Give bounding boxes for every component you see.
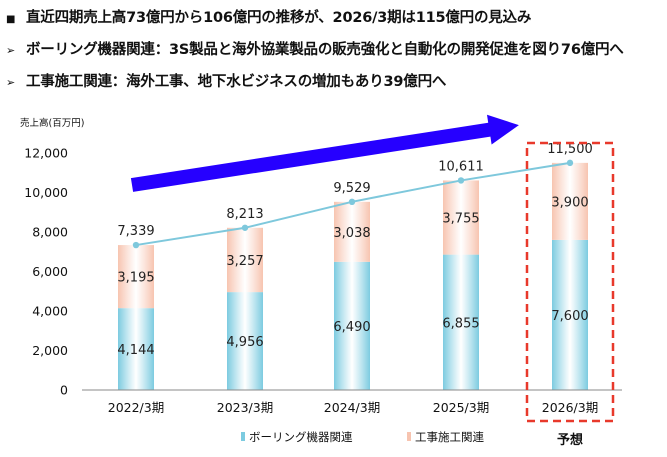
forecast-box xyxy=(525,141,615,423)
total-label: 9,529 xyxy=(333,181,370,196)
legend-label: ボーリング機器関連 xyxy=(249,430,353,444)
bullet-item: ➢ ボーリング機器関連：3S製品と海外協業製品の販売強化と自動化の開発促進を図り… xyxy=(6,38,624,59)
x-tick-label: 2022/3期 xyxy=(108,400,164,415)
bar-boring xyxy=(118,308,154,390)
data-label-boring: 6,490 xyxy=(333,320,370,335)
data-label-construction: 3,900 xyxy=(551,195,588,210)
total-point xyxy=(348,198,356,206)
total-label: 8,213 xyxy=(226,207,263,222)
x-axis: 2022/3期 2023/3期 2024/3期 2025/3期 2026/3期 xyxy=(82,389,622,415)
total-line: 7,339 8,213 9,529 10,611 11,500 xyxy=(117,142,593,249)
trend-arrow-icon xyxy=(130,114,519,192)
y-tick-label: 2,000 xyxy=(32,343,68,358)
legend-label: 工事施工関連 xyxy=(415,430,484,444)
data-label-boring: 7,600 xyxy=(551,309,588,324)
total-point xyxy=(566,159,574,167)
total-label: 7,339 xyxy=(117,224,154,239)
total-point xyxy=(132,241,140,249)
bar-construction xyxy=(334,201,370,262)
data-label-construction: 3,755 xyxy=(442,212,479,227)
bar-boring xyxy=(552,239,588,390)
bar-group: 4,144 3,195 4,956 3,257 6,490 3,038 6,855 3,755… xyxy=(117,162,589,390)
arrow-bullet-icon: ➢ xyxy=(6,44,16,57)
bar-construction xyxy=(227,227,263,293)
y-tick-label: 6,000 xyxy=(32,264,68,279)
data-label-boring: 4,144 xyxy=(117,343,154,358)
data-label-boring: 4,956 xyxy=(226,335,263,350)
bar-boring xyxy=(443,254,479,390)
y-tick-label: 4,000 xyxy=(32,304,68,319)
legend: ボーリング機器関連 工事施工関連 xyxy=(241,430,484,444)
y-tick-label: 0 xyxy=(60,383,68,398)
bullet-text: 工事施工関連：海外工事、地下水ビジネスの増加もあり39億円へ xyxy=(26,74,447,90)
forecast-label: 予想 xyxy=(557,432,583,448)
x-tick-label: 2024/3期 xyxy=(324,400,380,415)
x-tick-label: 2023/3期 xyxy=(217,400,273,415)
data-label-construction: 3,257 xyxy=(226,254,263,269)
y-tick-label: 10,000 xyxy=(24,185,68,200)
bullet-item: ➢ 工事施工関連：海外工事、地下水ビジネスの増加もあり39億円へ xyxy=(6,70,446,91)
y-tick-label: 8,000 xyxy=(32,225,68,240)
y-axis: 0 2,000 4,000 6,000 8,000 10,000 12,000 xyxy=(24,146,68,398)
legend-swatch xyxy=(241,432,245,441)
y-tick-label: 12,000 xyxy=(24,146,68,161)
bullet-text: ボーリング機器関連：3S製品と海外協業製品の販売強化と自動化の開発促進を図り76… xyxy=(26,42,624,58)
bar-construction xyxy=(552,162,588,240)
total-label: 10,611 xyxy=(438,159,484,174)
data-label-boring: 6,855 xyxy=(442,316,479,331)
arrow-bullet-icon: ➢ xyxy=(6,76,16,89)
data-label-construction: 3,038 xyxy=(333,226,370,241)
bar-boring xyxy=(334,261,370,390)
total-label: 11,500 xyxy=(547,142,593,157)
bullet-text: 直近四期売上高73億円から106億円の推移が、2026/3期は115億円の見込み xyxy=(26,10,532,26)
x-tick-label: 2026/3期 xyxy=(542,400,598,415)
data-label-construction: 3,195 xyxy=(117,271,154,286)
total-point xyxy=(457,177,465,184)
bullet-item: ■ 直近四期売上高73億円から106億円の推移が、2026/3期は115億円の見… xyxy=(6,6,531,27)
trend-arrow-shape xyxy=(130,114,519,192)
bar-construction xyxy=(118,245,154,309)
bar-boring xyxy=(227,292,263,390)
legend-swatch xyxy=(407,432,411,441)
bar-construction xyxy=(443,180,479,255)
square-bullet-icon: ■ xyxy=(6,14,16,25)
x-tick-label: 2025/3期 xyxy=(433,400,489,415)
unit-label: 売上高(百万円) xyxy=(20,117,84,129)
forecast-highlight: 予想 xyxy=(525,141,615,448)
total-point xyxy=(241,224,249,231)
